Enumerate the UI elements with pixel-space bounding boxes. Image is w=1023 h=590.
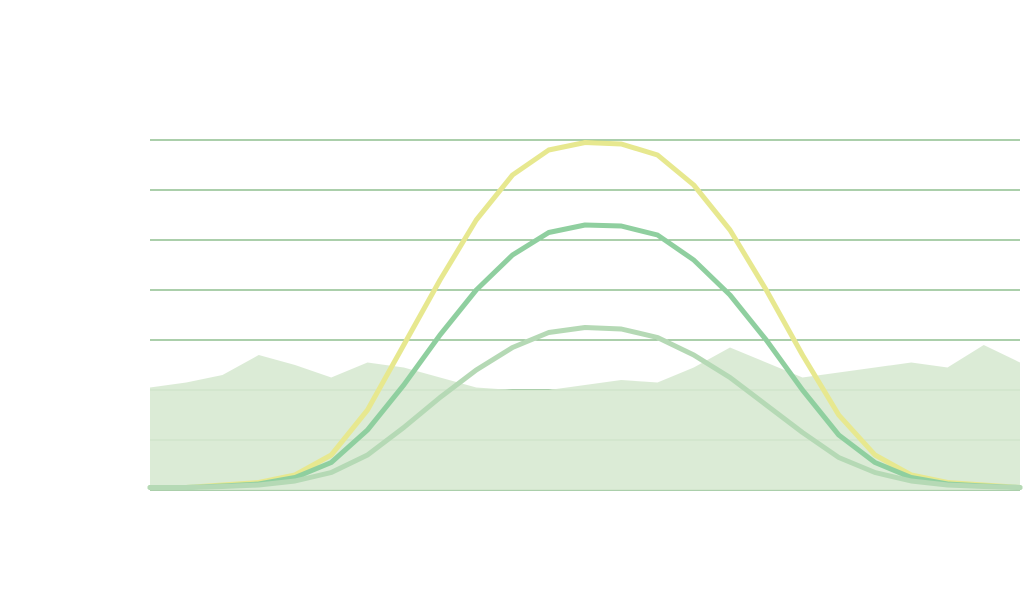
chart-svg	[0, 0, 1023, 590]
chart-container	[0, 0, 1023, 590]
chart-background	[0, 0, 1023, 590]
